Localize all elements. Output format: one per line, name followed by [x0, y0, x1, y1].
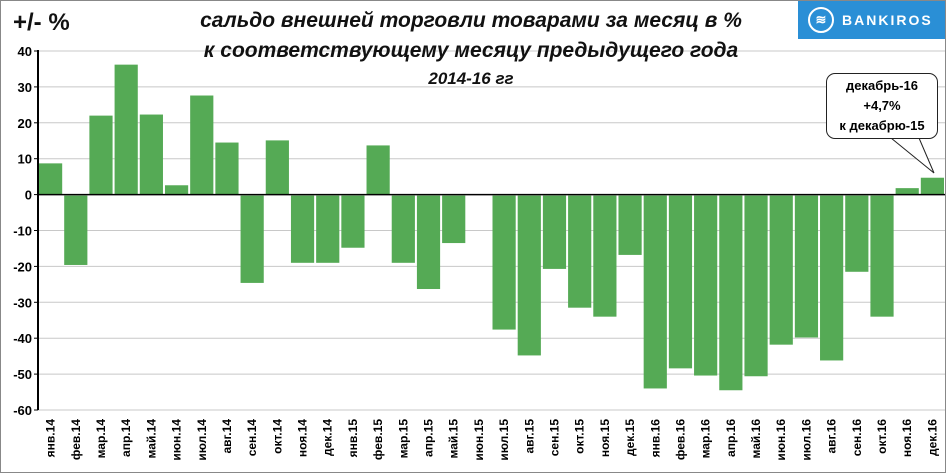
logo-text: BANKIROS: [842, 12, 933, 28]
x-tick-label: мар.14: [94, 419, 108, 459]
x-tick-label: янв.16: [648, 419, 662, 458]
x-tick-label: июл.15: [497, 419, 511, 461]
bar-июл.14: [190, 95, 214, 195]
bar-сен.16: [845, 195, 869, 272]
x-tick-label: июн.14: [170, 419, 184, 461]
x-tick-label: мар.15: [396, 419, 410, 459]
callout-line3: к декабрю-15: [839, 118, 925, 133]
bar-май.14: [139, 114, 163, 195]
bar-мар.15: [391, 195, 415, 263]
bar-июл.16: [794, 195, 819, 338]
bar-апр.14: [114, 64, 138, 195]
x-tick-label: апр.14: [119, 419, 133, 457]
bar-окт.14: [265, 140, 289, 195]
bar-окт.16: [870, 195, 894, 317]
x-tick-label: май.16: [749, 419, 763, 459]
x-tick-label: янв.14: [44, 419, 58, 458]
bar-фев.15: [366, 145, 390, 195]
y-tick-label: -30: [13, 295, 32, 310]
x-tick-label: ноя.14: [296, 419, 310, 457]
bar-фев.14: [64, 195, 88, 265]
x-tick-label: май.15: [447, 419, 461, 459]
x-tick-label: дек.15: [623, 419, 637, 456]
x-tick-label: ноя.16: [900, 419, 914, 457]
callout-line1: декабрь-16: [846, 78, 918, 93]
bar-дек.14: [316, 195, 340, 263]
y-tick-label: 20: [18, 116, 32, 131]
bar-июл.15: [492, 195, 516, 330]
logo-icon: ≋: [808, 7, 834, 33]
y-tick-label: -50: [13, 367, 32, 382]
x-tick-label: авг.15: [522, 419, 536, 454]
bar-ноя.14: [290, 195, 315, 263]
bar-авг.14: [215, 142, 239, 195]
x-tick-label: май.14: [144, 419, 158, 459]
bar-сен.15: [542, 195, 567, 269]
x-tick-label: авг.14: [220, 419, 234, 454]
bar-май.15: [442, 195, 466, 244]
bar-окт.15: [568, 195, 592, 308]
bar-авг.15: [517, 195, 541, 356]
x-tick-label: окт.16: [875, 419, 889, 454]
bar-дек.16: [920, 177, 944, 195]
bar-янв.15: [341, 195, 365, 248]
x-tick-label: дек.14: [321, 419, 335, 456]
x-tick-label: янв.15: [346, 419, 360, 458]
x-tick-label: сен.14: [245, 419, 259, 457]
bar-фев.16: [668, 195, 693, 369]
y-axis-unit-label: +/- %: [13, 9, 70, 36]
bar-мар.16: [694, 195, 718, 376]
callout-line2: +4,7%: [863, 98, 901, 113]
bar-мар.14: [89, 115, 113, 195]
bar-авг.16: [820, 195, 844, 361]
x-tick-label: июл.14: [195, 419, 209, 461]
y-tick-label: -20: [13, 259, 32, 274]
y-tick-label: -40: [13, 331, 32, 346]
x-tick-label: окт.14: [270, 419, 284, 454]
y-tick-label: -60: [13, 403, 32, 418]
chart-title-line1: сальдо внешней торговли товарами за меся…: [200, 9, 742, 32]
bar-ноя.15: [593, 195, 617, 317]
bar-июн.16: [769, 195, 793, 345]
x-tick-label: фев.16: [673, 419, 687, 460]
x-tick-label: апр.15: [422, 419, 436, 457]
bar-апр.16: [719, 195, 743, 391]
x-tick-label: дек.16: [925, 419, 939, 456]
chart-title-line3: 2014-16 гг: [428, 69, 514, 88]
chart-title-line2: к соответствующему месяцу предыдущего го…: [203, 39, 739, 62]
x-tick-label: июн.16: [774, 419, 788, 461]
bar-июн.14: [164, 185, 189, 195]
x-tick-label: ноя.15: [598, 419, 612, 457]
bankiros-logo: ≋ BANKIROS: [798, 1, 945, 39]
x-tick-label: апр.16: [724, 419, 738, 457]
y-tick-label: 30: [18, 80, 32, 95]
bar-янв.14: [39, 163, 63, 195]
bar-апр.15: [416, 195, 441, 290]
x-tick-label: июл.16: [799, 419, 813, 461]
x-tick-label: авг.16: [825, 419, 839, 454]
x-tick-label: мар.16: [699, 419, 713, 459]
x-tick-label: фев.14: [69, 419, 83, 460]
bar-сен.14: [240, 195, 264, 283]
x-tick-label: сен.16: [850, 419, 864, 457]
annotation-callout: декабрь-16 +4,7% к декабрю-15: [826, 73, 938, 139]
y-tick-label: 10: [18, 152, 32, 167]
bar-дек.15: [618, 195, 642, 255]
bar-ноя.16: [895, 188, 919, 195]
y-tick-label: 40: [18, 44, 32, 59]
x-tick-label: сен.15: [547, 419, 561, 457]
bar-янв.16: [643, 195, 667, 389]
callout-pointer: [890, 137, 935, 174]
x-tick-label: фев.15: [371, 419, 385, 460]
bar-май.16: [744, 195, 768, 377]
y-tick-label: -10: [13, 224, 32, 239]
x-tick-label: окт.15: [573, 419, 587, 454]
x-tick-label: июн.15: [472, 419, 486, 461]
y-tick-label: 0: [25, 188, 32, 203]
